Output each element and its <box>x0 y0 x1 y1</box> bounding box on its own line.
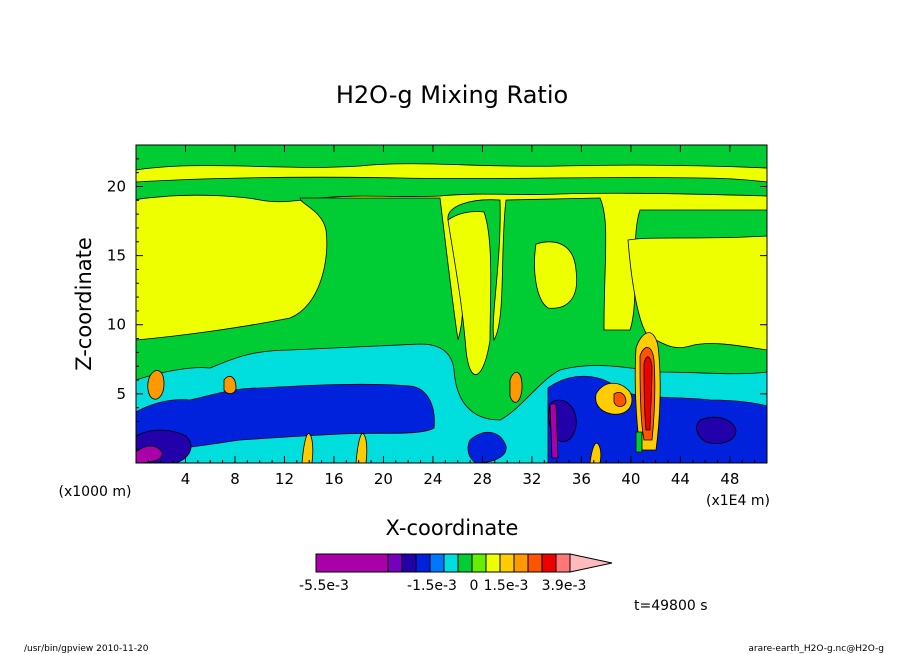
field-blob-left <box>147 370 165 400</box>
x-tick-label: 24 <box>423 470 442 488</box>
legend-swatch <box>527 553 543 573</box>
legend-swatch <box>429 553 445 573</box>
plot-frame <box>135 144 768 464</box>
field-surface-plume-37 <box>589 442 602 463</box>
legend-label: 0 <box>470 578 479 594</box>
legend-swatch <box>315 553 389 573</box>
field-blob-38b <box>613 392 627 407</box>
x-tick-label: 16 <box>324 470 343 488</box>
field-green-top <box>136 145 767 171</box>
legend-swatch <box>387 553 403 573</box>
legend-swatch <box>499 553 515 573</box>
legend-label: -1.5e-3 <box>407 578 457 594</box>
x-tick-label: 40 <box>621 470 640 488</box>
field-darkblue-c <box>696 416 737 444</box>
legend-swatch <box>471 553 487 573</box>
chart-title: H2O-g Mixing Ratio <box>336 81 568 109</box>
x-tick-label: 28 <box>473 470 492 488</box>
time-label: t=49800 s <box>634 598 708 614</box>
y-tick-label: 15 <box>107 247 126 265</box>
footer-right: arare-earth_H2O-g.nc@H2O-g <box>748 644 884 654</box>
legend-swatch <box>485 553 501 573</box>
x-tick-label: 4 <box>181 470 191 488</box>
field-purple-b <box>549 403 559 459</box>
footer-left: /usr/bin/gpview 2010-11-20 <box>24 644 149 654</box>
legend-label: 1.5e-3 <box>484 578 529 594</box>
legend-swatch <box>555 553 571 573</box>
y-axis-label: Z-coordinate <box>72 237 96 371</box>
legend-label: 3.9e-3 <box>542 578 587 594</box>
y-tick-label: 10 <box>107 316 126 334</box>
legend-swatch <box>541 553 557 573</box>
plot-area <box>136 145 767 463</box>
x-tick-label: 8 <box>230 470 240 488</box>
field-blob-30 <box>509 372 523 403</box>
field-green-patch <box>635 431 643 453</box>
field-surface-plume-18 <box>355 433 368 463</box>
field-surface-plume-14 <box>301 433 314 463</box>
color-legend: -5.5e-3 -1.5e-3 0 1.5e-3 3.9e-3 <box>299 553 613 594</box>
field-yellow-right <box>627 235 767 351</box>
x-tick-label: 32 <box>522 470 541 488</box>
y-tick-label: 5 <box>116 385 126 403</box>
x-tick-label: 44 <box>671 470 690 488</box>
legend-label: -5.5e-3 <box>299 578 349 594</box>
y-axis-unit: (x1000 m) <box>59 484 132 500</box>
field-plume-red <box>643 356 653 431</box>
legend-swatch <box>513 553 529 573</box>
x-tick-label: 48 <box>720 470 739 488</box>
legend-swatch <box>401 553 417 573</box>
x-axis-label: X-coordinate <box>386 516 519 540</box>
legend-swatch <box>457 553 473 573</box>
field-yellow-plume-a <box>447 211 492 375</box>
y-axis: 5 10 15 20 <box>107 158 767 450</box>
legend-swatch <box>415 553 431 573</box>
x-tick-label: 12 <box>275 470 294 488</box>
x-tick-label: 20 <box>374 470 393 488</box>
field-blue <box>136 383 435 453</box>
field-yellow-plume-b <box>534 241 578 309</box>
field-green-band <box>136 176 767 203</box>
field-blob-8 <box>223 375 237 394</box>
field-blue-mid <box>467 432 507 463</box>
x-axis: 4 8 12 16 20 24 28 32 36 40 44 48 <box>147 145 756 488</box>
x-tick-label: 36 <box>572 470 591 488</box>
x-axis-unit: (x1E4 m) <box>706 493 770 509</box>
y-tick-label: 20 <box>107 177 126 195</box>
legend-swatch <box>569 553 613 573</box>
legend-swatch <box>443 553 459 573</box>
